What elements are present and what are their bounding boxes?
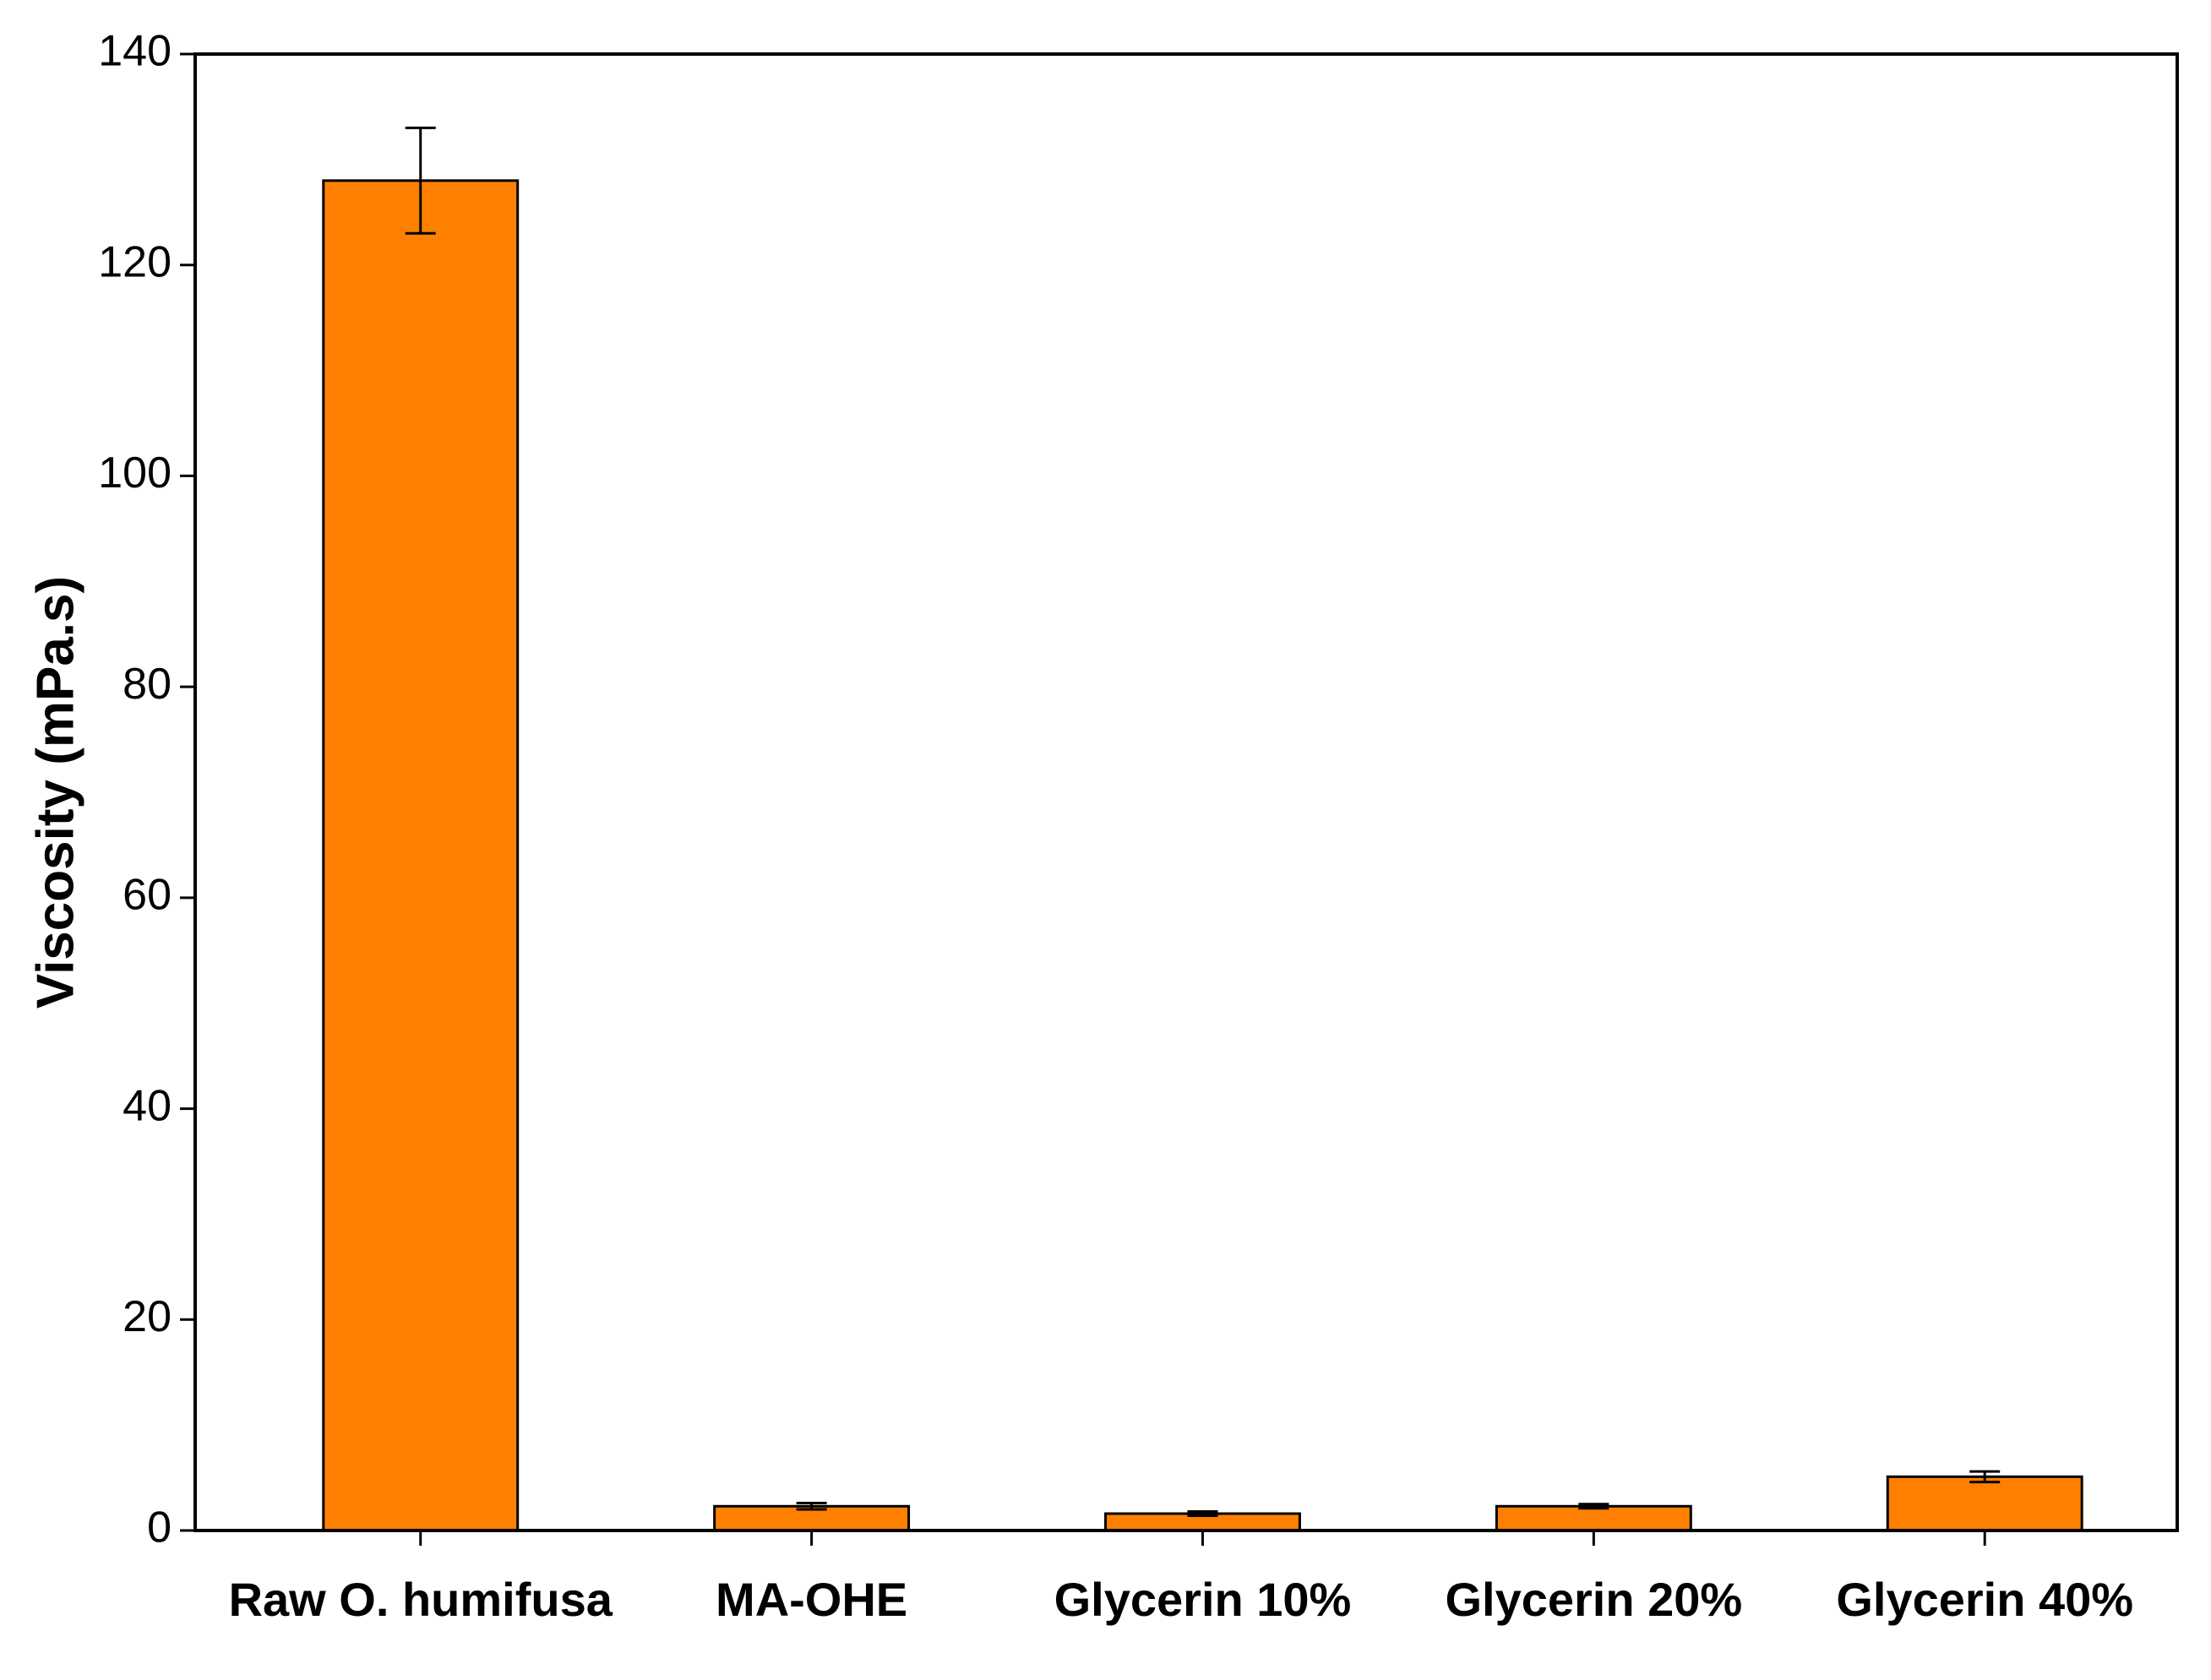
- y-axis-label: Viscosity (mPa.s): [26, 576, 84, 1009]
- error-bar: [1969, 1470, 2001, 1484]
- bar: [1495, 1504, 1692, 1532]
- x-tick-label: Raw O. humifusa: [229, 1573, 613, 1626]
- bar: [322, 179, 520, 1532]
- y-tick-label: 40: [123, 1081, 172, 1130]
- bar: [1886, 1475, 2083, 1532]
- plot-frame: [193, 52, 2179, 1532]
- error-bar: [405, 126, 436, 235]
- y-tick-label: 20: [123, 1292, 172, 1341]
- y-tick-label: 120: [98, 237, 172, 286]
- x-tick-label: Glycerin 20%: [1445, 1573, 1742, 1626]
- y-tick-label: 80: [123, 660, 172, 709]
- y-tick-label: 100: [98, 449, 172, 497]
- error-bar: [796, 1502, 827, 1511]
- y-tick-label: 60: [123, 871, 172, 920]
- x-tick-label: Glycerin 10%: [1054, 1573, 1352, 1626]
- y-tick-label: 0: [147, 1503, 172, 1552]
- error-bar: [1578, 1503, 1609, 1510]
- error-bar: [1187, 1510, 1218, 1518]
- y-tick-label: 140: [98, 27, 172, 76]
- x-tick-label: MA-OHE: [716, 1573, 907, 1626]
- x-tick-label: Glycerin 40%: [1836, 1573, 2133, 1626]
